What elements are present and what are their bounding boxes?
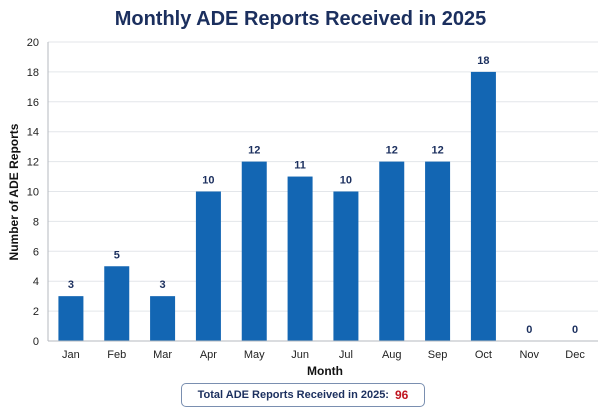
y-tick-label: 6: [33, 246, 39, 258]
x-tick-label-mar: Mar: [153, 349, 172, 361]
y-tick-label: 14: [27, 127, 39, 139]
x-tick-label-nov: Nov: [519, 349, 539, 361]
total-label: Total ADE Reports Received in 2025:: [197, 389, 389, 401]
bar-jul: [333, 191, 359, 341]
chart-title: Monthly ADE Reports Received in 2025: [114, 8, 487, 30]
data-label-mar: 3: [160, 279, 166, 291]
bar-feb: [104, 266, 130, 341]
y-tick-label: 0: [33, 336, 39, 348]
x-tick-label-may: May: [244, 349, 265, 361]
x-tick-label-jul: Jul: [339, 349, 353, 361]
bar-mar: [150, 296, 176, 341]
x-tick-label-jun: Jun: [291, 349, 309, 361]
y-axis-label: Number of ADE Reports: [7, 123, 21, 260]
x-tick-label-apr: Apr: [200, 349, 217, 361]
labels: 0 2 4 6 8 10 12 14 16 18 20 3 Jan 5 Feb 3 Mar 10 Apr 12 May 1…: [27, 37, 586, 361]
data-label-apr: 10: [202, 175, 214, 187]
y-tick-label: 18: [27, 67, 39, 79]
data-label-oct: 18: [477, 55, 489, 67]
data-label-dec: 0: [572, 324, 578, 336]
total-value: 96: [394, 388, 409, 402]
data-label-feb: 5: [114, 249, 120, 261]
bar-chart: 0 2 4 6 8 10 12 14 16 18 20 3 Jan 5 Feb 3 Mar 10 Apr 12 May 1…: [7, 37, 598, 378]
bars: [58, 71, 496, 342]
gridlines: [48, 41, 598, 312]
bar-aug: [379, 161, 405, 341]
data-label-jul: 10: [340, 175, 352, 187]
axes: [47, 42, 598, 342]
x-tick-label-feb: Feb: [107, 349, 126, 361]
data-label-may: 12: [248, 145, 260, 157]
x-axis-label: Month: [307, 364, 343, 378]
x-tick-label-oct: Oct: [475, 349, 492, 361]
bar-oct: [470, 71, 496, 342]
y-tick-label: 8: [33, 216, 39, 228]
data-label-jun: 11: [294, 160, 306, 172]
y-tick-label: 12: [27, 157, 39, 169]
bar-jan: [58, 296, 84, 341]
bar-sep: [425, 161, 451, 341]
x-tick-label-jan: Jan: [62, 349, 80, 361]
x-tick-label-aug: Aug: [382, 349, 402, 361]
data-label-sep: 12: [431, 145, 443, 157]
y-tick-label: 4: [33, 276, 39, 288]
y-tick-label: 2: [33, 306, 39, 318]
data-label-jan: 3: [68, 279, 74, 291]
bar-apr: [195, 191, 221, 341]
data-label-aug: 12: [386, 145, 398, 157]
y-tick-label: 16: [27, 97, 39, 109]
x-tick-label-dec: Dec: [565, 349, 585, 361]
y-tick-label: 10: [27, 187, 39, 199]
data-label-nov: 0: [526, 324, 532, 336]
y-tick-label: 20: [27, 37, 39, 49]
total-summary-box: Total ADE Reports Received in 2025: 96: [181, 383, 425, 407]
x-tick-label-sep: Sep: [428, 349, 448, 361]
bar-jun: [287, 176, 313, 341]
bar-may: [241, 161, 267, 341]
